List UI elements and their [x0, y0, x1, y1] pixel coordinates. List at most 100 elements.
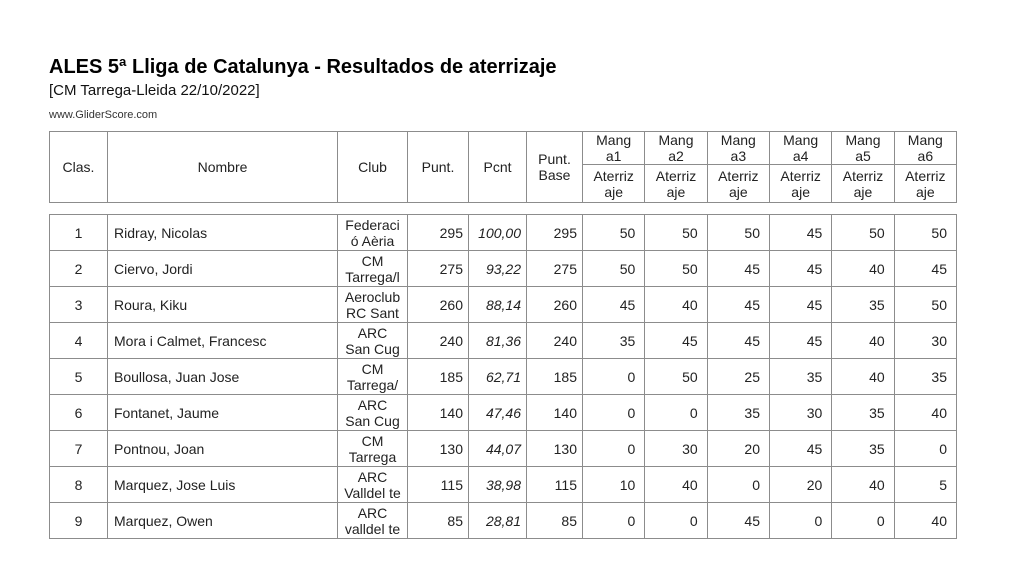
col-header-manga1-aterrizaje: Aterriz aje — [581, 164, 646, 203]
club-cell: CM Tarrega/ — [337, 358, 408, 395]
club-cell: CM Tarrega/l — [337, 250, 408, 287]
rank-cell: 9 — [49, 502, 108, 539]
rank-cell: 2 — [49, 250, 108, 287]
manga-3-landing-cell: 35 — [706, 394, 770, 431]
rank-cell: 3 — [49, 286, 108, 323]
pilot-name-cell: Roura, Kiku — [107, 286, 338, 323]
manga-4-landing-cell: 35 — [768, 358, 833, 395]
manga-4-landing-cell: 45 — [768, 214, 833, 251]
col-header-manga3-aterrizaje: Aterriz aje — [706, 164, 770, 203]
points-cell: 185 — [407, 358, 469, 395]
table-row: 4 Mora i Calmet, Francesc ARC San Cug 240 81… — [49, 322, 958, 359]
points-cell: 140 — [407, 394, 469, 431]
percent-cell: 38,98 — [468, 466, 527, 503]
manga-2-landing-cell: 45 — [644, 322, 708, 359]
manga-2-landing-cell: 50 — [644, 214, 708, 251]
manga-6-landing-cell: 35 — [893, 358, 958, 395]
club-cell: CM Tarrega — [337, 430, 408, 467]
manga-2-landing-cell: 0 — [644, 394, 708, 431]
percent-cell: 100,00 — [468, 214, 527, 251]
col-header-manga4-aterrizaje: Aterriz aje — [768, 164, 833, 203]
col-header-clas: Clas. — [49, 131, 108, 203]
website-url: www.GliderScore.com — [49, 109, 158, 121]
manga-5-landing-cell: 40 — [831, 358, 895, 395]
club-cell: ARC San Cug — [337, 322, 408, 359]
manga-5-landing-cell: 35 — [831, 430, 895, 467]
points-base-cell: 260 — [526, 286, 583, 323]
results-header-table: Clas. Nombre Club Punt. Pcnt Punt. Base … — [49, 131, 958, 203]
col-header-nombre: Nombre — [107, 131, 338, 203]
points-cell: 85 — [407, 502, 469, 539]
points-cell: 130 — [407, 430, 469, 467]
manga-6-landing-cell: 5 — [893, 466, 958, 503]
table-row: 1 Ridray, Nicolas Federaci ó Aèria 295 100,0… — [49, 214, 958, 251]
rank-cell: 1 — [49, 214, 108, 251]
manga-2-landing-cell: 50 — [644, 358, 708, 395]
manga-5-landing-cell: 40 — [831, 466, 895, 503]
points-base-cell: 85 — [526, 502, 583, 539]
col-header-pcnt: Pcnt — [468, 131, 527, 203]
manga-2-landing-cell: 40 — [644, 466, 708, 503]
col-header-manga3: Mang a3 — [706, 131, 770, 165]
pilot-name-cell: Boullosa, Juan Jose — [107, 358, 338, 395]
rank-cell: 6 — [49, 394, 108, 431]
manga-1-landing-cell: 50 — [581, 250, 646, 287]
table-row: 8 Marquez, Jose Luis ARC Valldel te 115 38,9… — [49, 466, 958, 503]
rank-cell: 5 — [49, 358, 108, 395]
col-header-manga5: Mang a5 — [831, 131, 895, 165]
points-base-cell: 115 — [526, 466, 583, 503]
club-cell: ARC San Cug — [337, 394, 408, 431]
percent-cell: 28,81 — [468, 502, 527, 539]
col-header-manga1: Mang a1 — [581, 131, 646, 165]
manga-2-landing-cell: 50 — [644, 250, 708, 287]
table-row: 9 Marquez, Owen ARC valldel te 85 28,81 85 0 0 4… — [49, 502, 958, 539]
pilot-name-cell: Ridray, Nicolas — [107, 214, 338, 251]
points-base-cell: 275 — [526, 250, 583, 287]
manga-5-landing-cell: 0 — [831, 502, 895, 539]
percent-cell: 47,46 — [468, 394, 527, 431]
points-cell: 275 — [407, 250, 469, 287]
table-row: 6 Fontanet, Jaume ARC San Cug 140 47,46 140 0 0… — [49, 394, 958, 431]
manga-1-landing-cell: 0 — [581, 502, 646, 539]
manga-6-landing-cell: 40 — [893, 502, 958, 539]
manga-6-landing-cell: 45 — [893, 250, 958, 287]
col-header-manga5-aterrizaje: Aterriz aje — [831, 164, 895, 203]
percent-cell: 44,07 — [468, 430, 527, 467]
pilot-name-cell: Marquez, Jose Luis — [107, 466, 338, 503]
manga-6-landing-cell: 0 — [893, 430, 958, 467]
manga-3-landing-cell: 20 — [706, 430, 770, 467]
points-base-cell: 130 — [526, 430, 583, 467]
manga-2-landing-cell: 30 — [644, 430, 708, 467]
col-header-punt-base: Punt. Base — [526, 131, 583, 203]
manga-2-landing-cell: 0 — [644, 502, 708, 539]
table-row: 2 Ciervo, Jordi CM Tarrega/l 275 93,22 275 50 5… — [49, 250, 958, 287]
manga-1-landing-cell: 45 — [581, 286, 646, 323]
club-cell: ARC valldel te — [337, 502, 408, 539]
club-cell: Aeroclub RC Sant — [337, 286, 408, 323]
points-cell: 240 — [407, 322, 469, 359]
pilot-name-cell: Mora i Calmet, Francesc — [107, 322, 338, 359]
club-cell: Federaci ó Aèria — [337, 214, 408, 251]
table-row: 7 Pontnou, Joan CM Tarrega 130 44,07 130 0 30 20… — [49, 430, 958, 467]
manga-5-landing-cell: 40 — [831, 322, 895, 359]
table-row: 5 Boullosa, Juan Jose CM Tarrega/185 62,71 1… — [49, 358, 958, 395]
col-header-manga6: Mang a6 — [893, 131, 958, 165]
manga-2-landing-cell: 40 — [644, 286, 708, 323]
col-header-punt: Punt. — [407, 131, 469, 203]
manga-4-landing-cell: 45 — [768, 322, 833, 359]
points-cell: 260 — [407, 286, 469, 323]
manga-1-landing-cell: 0 — [581, 358, 646, 395]
manga-3-landing-cell: 45 — [706, 502, 770, 539]
manga-6-landing-cell: 40 — [893, 394, 958, 431]
col-header-club: Club — [337, 131, 408, 203]
points-cell: 295 — [407, 214, 469, 251]
rank-cell: 8 — [49, 466, 108, 503]
percent-cell: 81,36 — [468, 322, 527, 359]
col-header-manga6-aterrizaje: Aterriz aje — [893, 164, 958, 203]
manga-3-landing-cell: 0 — [706, 466, 770, 503]
manga-6-landing-cell: 50 — [893, 214, 958, 251]
manga-4-landing-cell: 0 — [768, 502, 833, 539]
report-page: ALES 5ª Lliga de Catalunya - Resultados … — [49, 0, 958, 539]
manga-6-landing-cell: 50 — [893, 286, 958, 323]
points-base-cell: 185 — [526, 358, 583, 395]
